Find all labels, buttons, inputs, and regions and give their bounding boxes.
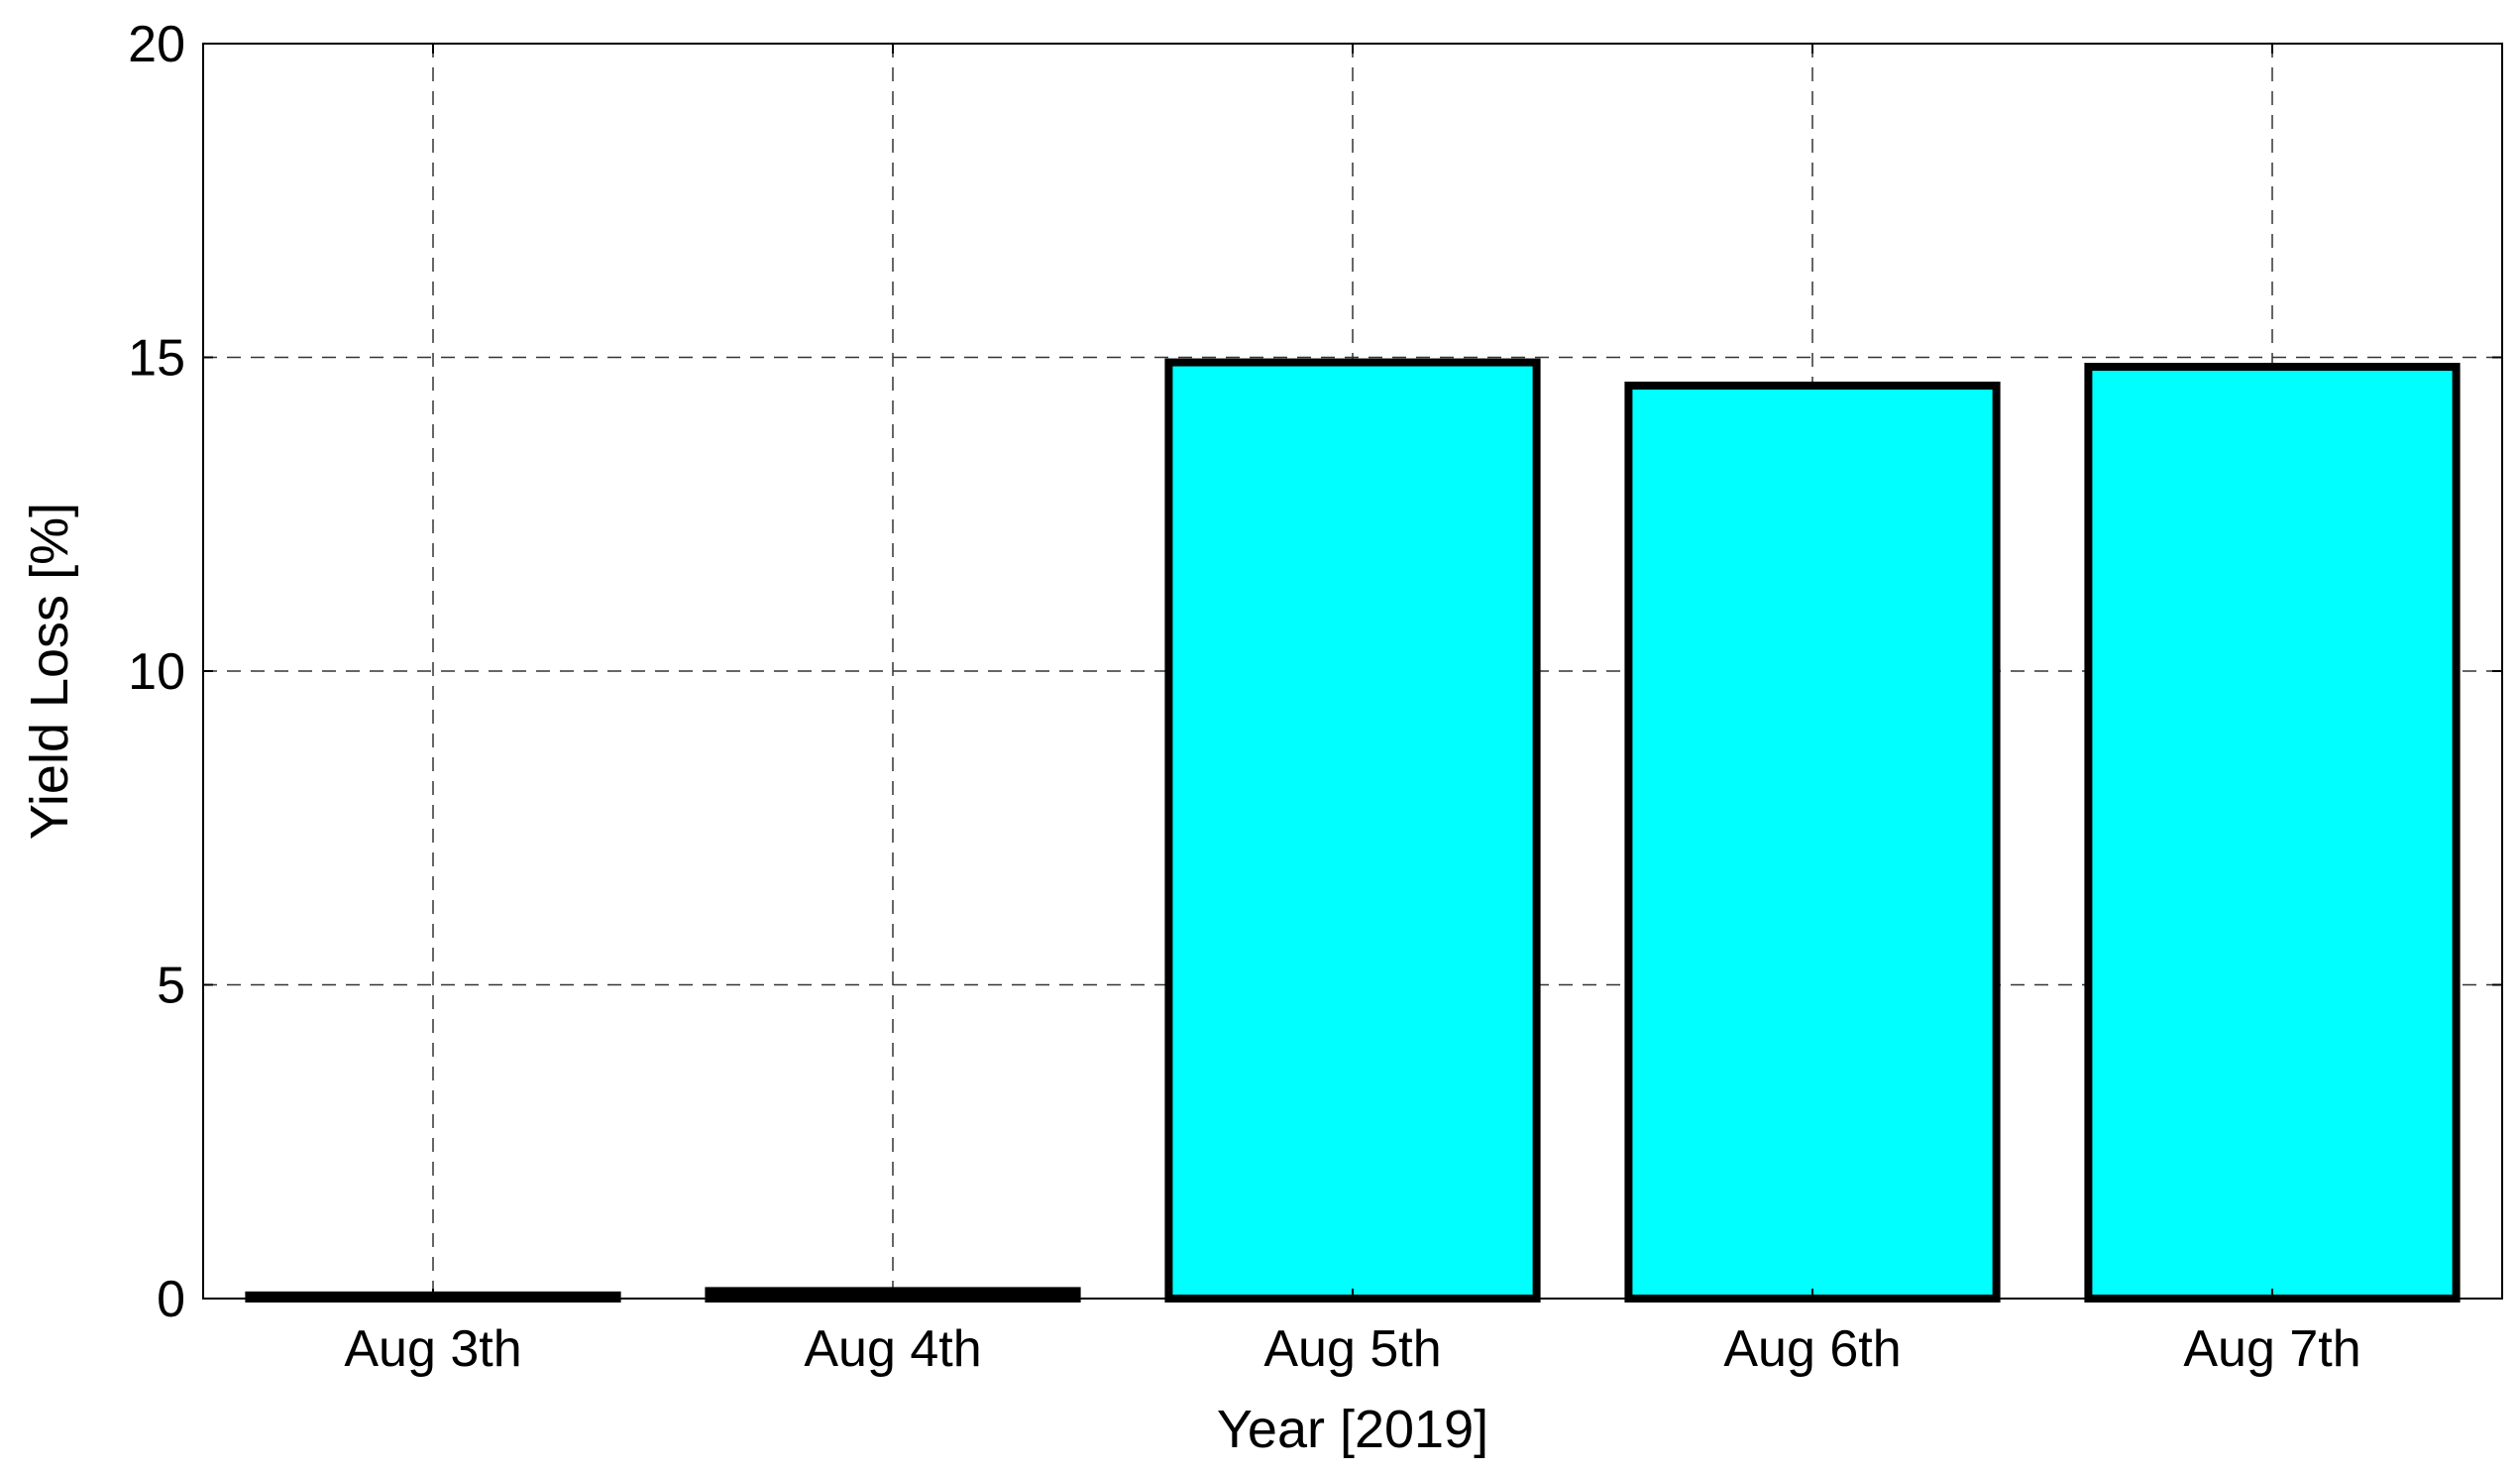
y-tick-label: 10 xyxy=(128,643,185,701)
x-axis-label: Year [2019] xyxy=(1217,1400,1488,1459)
bar-aug-5th xyxy=(1164,358,1541,1303)
y-tick-label: 0 xyxy=(157,1271,185,1328)
bars xyxy=(245,358,2461,1304)
x-tick-label: Aug 6th xyxy=(1723,1320,1901,1378)
tick-labels: 0 5 10 15 20 Aug 3th Aug 4th Aug 5th Aug 6th Aug … xyxy=(128,16,2360,1378)
y-tick-label: 15 xyxy=(128,330,185,388)
bar-aug-6th xyxy=(1624,381,2001,1303)
x-tick-label: Aug 3th xyxy=(344,1320,521,1378)
x-tick-label: Aug 4th xyxy=(804,1320,981,1378)
x-tick-label: Aug 7th xyxy=(2183,1320,2360,1378)
y-tick-label: 20 xyxy=(128,16,185,73)
y-tick-label: 5 xyxy=(157,958,185,1015)
ticks xyxy=(203,43,2502,1300)
x-tick-label: Aug 5th xyxy=(1263,1320,1441,1378)
bar-aug-7th xyxy=(2084,362,2461,1303)
y-axis-label: Yield Loss [%] xyxy=(20,503,79,840)
